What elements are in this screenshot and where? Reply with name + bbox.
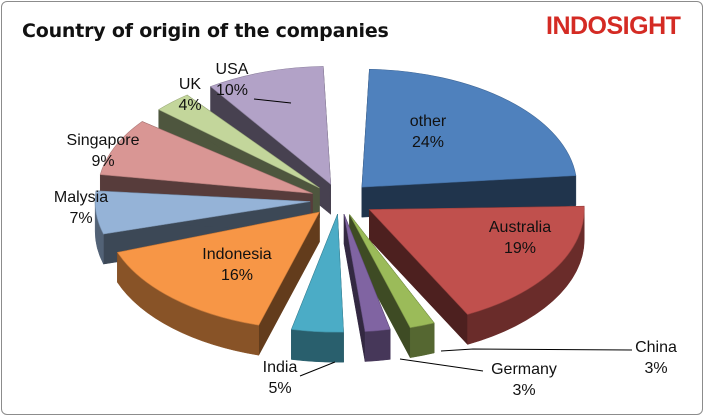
slice-value-germany: 3% (512, 382, 535, 399)
pie-slice-singapore (99, 121, 313, 194)
leader-line-china (440, 348, 633, 352)
pie-slice-usa (209, 66, 332, 185)
slice-value-other: 24% (412, 134, 444, 151)
slice-label-other: other (410, 113, 447, 130)
pie-slice-other (361, 68, 577, 188)
slice-value-india: 5% (268, 380, 291, 397)
slice-wall-china (409, 322, 435, 358)
slice-value-indonesia: 16% (221, 267, 253, 284)
slice-value-china: 3% (644, 360, 667, 377)
slice-wall-germany (364, 329, 391, 362)
slice-label-malysia: Malysia (54, 189, 108, 206)
slice-value-usa: 10% (216, 82, 248, 99)
leader-line-india (299, 361, 336, 377)
slice-label-australia: Australia (489, 219, 551, 236)
slice-wall-india (291, 329, 344, 363)
slice-label-indonesia: Indonesia (202, 246, 271, 263)
pie-slice-australia (368, 205, 585, 315)
pie-slice-china (349, 214, 435, 329)
pie-slice-uk (158, 94, 320, 189)
slice-value-malysia: 7% (69, 210, 92, 227)
slice-label-uk: UK (179, 76, 202, 93)
chart-title: Country of origin of the companies (22, 20, 389, 42)
slice-label-india: India (263, 359, 298, 376)
brand-logo: INDOSIGHT (546, 12, 681, 40)
slice-label-germany: Germany (491, 361, 557, 378)
pie-slice-india (290, 214, 344, 333)
leader-line-usa (253, 98, 292, 104)
pie-slice-indonesia (116, 211, 321, 326)
slice-label-singapore: Singapore (67, 132, 140, 149)
pie-slice-germany (343, 214, 391, 332)
pie-slice-malysia (94, 190, 311, 235)
slice-label-china: China (635, 339, 677, 356)
slice-label-usa: USA (216, 61, 249, 78)
slice-value-australia: 19% (504, 240, 536, 257)
slice-value-uk: 4% (178, 97, 201, 114)
slice-value-singapore: 9% (91, 153, 114, 170)
leader-line-germany (399, 358, 484, 372)
